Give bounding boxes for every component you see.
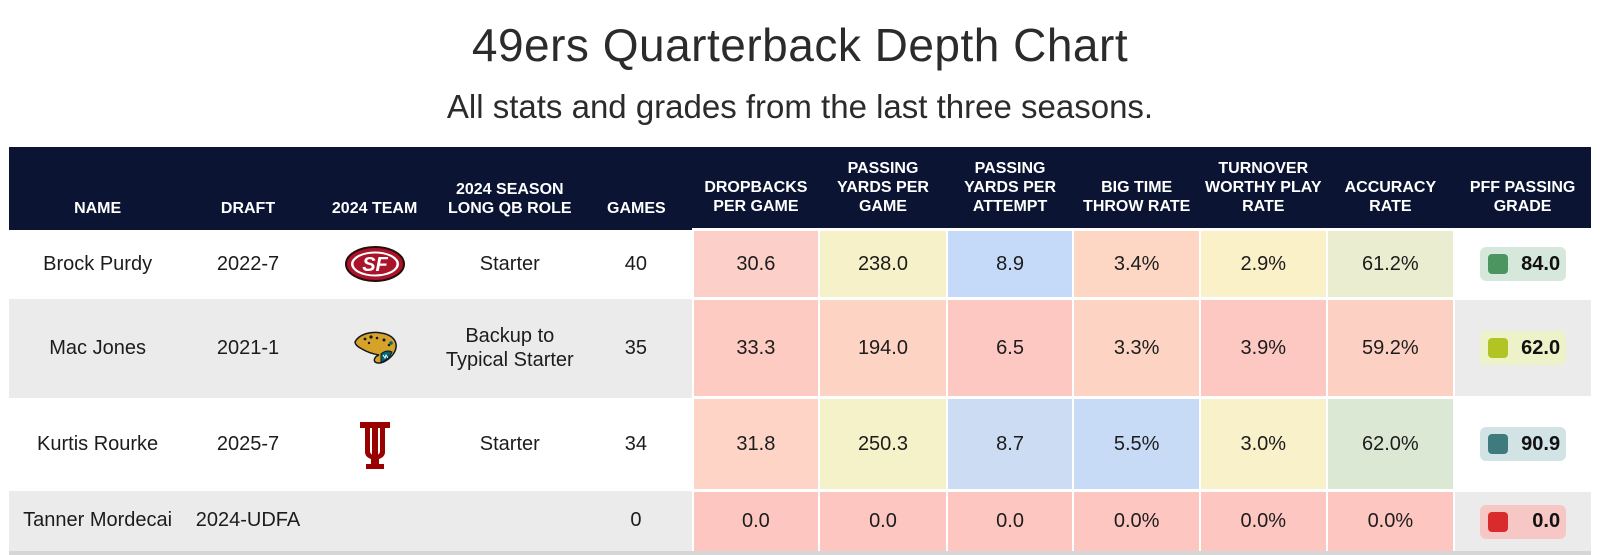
col-header-yards-per-attempt[interactable]: PASSING YARDS PER ATTEMPT [946,147,1074,230]
role-cell: Starter [439,229,581,299]
col-header-games[interactable]: GAMES [580,147,693,230]
team-cell [309,490,440,555]
grade-color-swatch [1488,511,1509,532]
stat-cell: 194.0 [818,297,947,398]
grade-badge: 62.0 [1480,331,1567,365]
draft-cell: 2024-UDFA [186,490,310,555]
stat-cell: 5.5% [1072,396,1200,491]
indiana-logo-icon [359,422,390,469]
col-header-yards-per-game[interactable]: PASSING YARDS PER GAME [819,147,947,230]
col-header-name[interactable]: NAME [9,147,187,230]
table-row: Brock Purdy 2022-7 SF Starter 40 30.6 23… [9,228,1591,299]
player-name: Mac Jones [9,298,187,398]
role-cell: Backup to Typical Starter [439,298,581,398]
col-header-team[interactable]: 2024 TEAM [309,147,440,230]
stat-cell: 0.0 [945,489,1074,555]
grade-cell: 90.9 [1453,396,1591,491]
role-cell: Starter [439,397,581,491]
stat-cell: 0.0 [691,489,820,555]
stat-cell: 250.3 [818,396,947,491]
page-title: 49ers Quarterback Depth Chart [471,19,1129,71]
role-cell [439,490,581,555]
col-header-pff-grade[interactable]: PFF PASSING GRADE [1454,147,1591,230]
team-cell [309,397,440,491]
games-cell: 0 [580,490,693,555]
col-header-turnover-worthy[interactable]: TURNOVER WORTHY PLAY RATE [1199,147,1327,230]
grade-value: 0.0 [1532,510,1561,532]
stat-cell: 0.0% [1325,489,1455,555]
stat-cell: 31.8 [691,396,820,491]
stat-cell: 6.5 [945,297,1074,398]
stat-cell: 2.9% [1198,228,1327,299]
stat-cell: 3.4% [1072,228,1200,299]
col-header-draft[interactable]: DRAFT [186,147,310,230]
col-header-dropbacks[interactable]: DROPBACKS PER GAME [692,147,820,230]
grade-cell: 62.0 [1453,297,1591,398]
grade-cell: 0.0 [1453,489,1591,555]
grade-badge: 84.0 [1480,247,1567,281]
grade-cell: 84.0 [1453,228,1591,299]
page-subtitle: All stats and grades from the last three… [446,88,1154,125]
team-cell: SF [309,229,440,299]
depth-chart-table: NAME DRAFT 2024 TEAM 2024 SEASON LONG QB… [9,147,1591,555]
games-cell: 34 [580,397,693,491]
49ers-logo-icon: SF [344,246,405,282]
player-name: Kurtis Rourke [9,397,187,491]
grade-value: 62.0 [1521,336,1561,359]
grade-value: 84.0 [1521,252,1561,275]
table-row: Kurtis Rourke 2025-7 Starter 34 31.8 250… [9,396,1591,491]
stat-cell: 59.2% [1325,297,1455,398]
col-header-big-time-throw[interactable]: BIG TIME THROW RATE [1073,147,1200,230]
stat-cell: 33.3 [691,297,820,398]
stat-cell: 0.0 [818,489,947,555]
col-header-accuracy[interactable]: ACCURACY RATE [1326,147,1455,230]
player-name: Brock Purdy [9,229,187,299]
grade-badge: 0.0 [1480,504,1567,539]
stat-cell: 238.0 [818,228,947,299]
header-row: NAME DRAFT 2024 TEAM 2024 SEASON LONG QB… [9,147,1591,230]
grade-color-swatch [1488,434,1509,454]
table-row: Tanner Mordecai 2024-UDFA 0 0.0 0.0 0.0 … [9,489,1591,555]
col-header-role[interactable]: 2024 SEASON LONG QB ROLE [439,147,581,230]
svg-text:SF: SF [362,254,388,276]
grade-color-swatch [1488,254,1509,274]
draft-cell: 2022-7 [186,229,310,299]
stat-cell: 0.0% [1072,489,1200,555]
stat-cell: 61.2% [1325,228,1455,299]
stat-cell: 3.9% [1198,297,1327,398]
stat-cell: 8.9 [945,228,1074,299]
grade-value: 90.9 [1521,432,1561,455]
team-cell [309,298,440,398]
table-row: Mac Jones 2021-1 Backup to Typical Start… [9,297,1591,398]
stat-cell: 3.0% [1198,396,1327,491]
stat-cell: 8.7 [945,396,1074,491]
jaguars-logo-icon [353,331,397,364]
stat-cell: 62.0% [1325,396,1455,491]
stat-cell: 0.0% [1198,489,1327,555]
games-cell: 40 [580,229,693,299]
grade-color-swatch [1488,338,1509,358]
draft-cell: 2021-1 [186,298,310,398]
grade-badge: 90.9 [1480,427,1567,461]
games-cell: 35 [580,298,693,398]
player-name: Tanner Mordecai [9,490,187,555]
stat-cell: 30.6 [691,228,820,299]
draft-cell: 2025-7 [186,397,310,491]
stat-cell: 3.3% [1072,297,1200,398]
